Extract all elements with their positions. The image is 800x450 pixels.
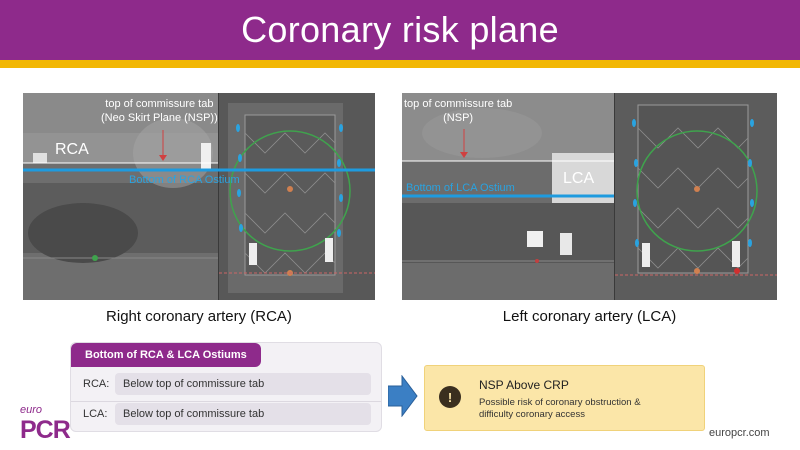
rca-annotation-line1: top of commissure tab [105,98,214,110]
rca-vessel-label: RCA [55,141,89,158]
lca-ostium-label: Bottom of LCA Ostium [406,182,515,194]
table-row: LCA: Below top of commissure tab [83,403,371,425]
rca-ct-scan-panel: top of commissure tab (Neo Skirt Plane (… [23,93,375,300]
title-bar: Coronary risk plane [0,0,800,60]
lca-annotation-line2: (NSP) [443,112,474,125]
footer-url: europcr.com [709,427,770,439]
ostium-table: Bottom of RCA & LCA Ostiums RCA: Below t… [70,342,382,432]
rca-caption: Right coronary artery (RCA) [106,308,292,325]
lca-vessel-label: LCA [563,170,595,187]
table-divider [71,401,381,402]
result-description-line1: Possible risk of coronary obstruction & [479,397,641,408]
slide-title: Coronary risk plane [241,9,559,50]
ostium-table-header: Bottom of RCA & LCA Ostiums [71,343,261,367]
lca-annotation-line1: top of commissure tab [404,98,513,110]
alert-circle-icon: ! [439,386,461,408]
row-value: Below top of commissure tab [115,403,371,425]
lca-ct-scan-panel: top of commissure tab (NSP) LCA Bottom o… [402,93,777,300]
rca-ct-scan-image [23,93,375,300]
lca-commissure-annotation: top of commissure tab (NSP) [404,97,512,126]
title-accent-stripe [0,60,800,68]
logo-euro-text: euro [20,404,43,416]
rca-commissure-annotation: top of commissure tab (Neo Skirt Plane (… [101,97,218,126]
right-arrow-icon [388,375,418,417]
rca-annotation-line2: (Neo Skirt Plane (NSP)) [101,112,218,125]
row-label: RCA: [83,378,110,390]
lca-ct-scan-image [402,93,777,300]
result-title: NSP Above CRP [479,378,569,392]
table-row: RCA: Below top of commissure tab [83,373,371,395]
row-value: Below top of commissure tab [115,373,371,395]
row-label: LCA: [83,408,108,420]
logo-pcr-text: PCR [20,416,71,444]
result-card: ! NSP Above CRP Possible risk of coronar… [424,365,705,431]
result-description-line2: difficulty coronary access [479,409,585,420]
rca-ostium-label: Bottom of RCA Ostium [129,174,240,186]
lca-caption: Left coronary artery (LCA) [502,308,677,325]
